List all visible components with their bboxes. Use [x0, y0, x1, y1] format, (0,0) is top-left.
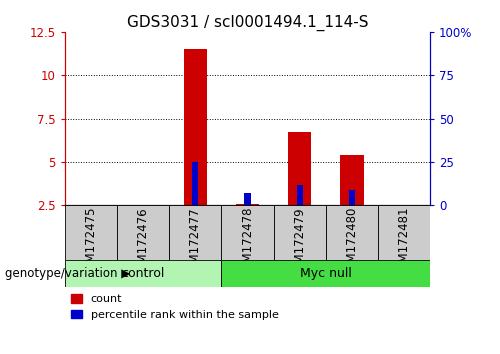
FancyBboxPatch shape	[222, 205, 274, 260]
Title: GDS3031 / scl0001494.1_114-S: GDS3031 / scl0001494.1_114-S	[127, 14, 368, 30]
Text: GSM172477: GSM172477	[189, 207, 202, 279]
FancyBboxPatch shape	[378, 205, 430, 260]
Text: Myc null: Myc null	[300, 267, 352, 280]
FancyBboxPatch shape	[222, 260, 430, 287]
FancyBboxPatch shape	[170, 205, 222, 260]
Text: GSM172476: GSM172476	[136, 207, 149, 279]
Bar	[348, 190, 355, 205]
Bar	[192, 162, 198, 205]
Text: GSM172481: GSM172481	[398, 207, 410, 279]
FancyBboxPatch shape	[326, 205, 378, 260]
Text: GSM172478: GSM172478	[241, 207, 254, 279]
FancyBboxPatch shape	[65, 260, 222, 287]
Text: control: control	[122, 267, 165, 280]
Text: GSM172480: GSM172480	[346, 207, 358, 278]
Bar	[288, 132, 312, 205]
Bar	[184, 49, 207, 205]
Bar	[244, 193, 250, 205]
FancyBboxPatch shape	[117, 205, 170, 260]
Text: genotype/variation ▶: genotype/variation ▶	[5, 267, 130, 280]
FancyBboxPatch shape	[274, 205, 326, 260]
Text: GSM172479: GSM172479	[293, 207, 306, 279]
Bar	[340, 155, 363, 205]
FancyBboxPatch shape	[65, 205, 117, 260]
Bar	[296, 184, 303, 205]
Text: GSM172475: GSM172475	[84, 207, 98, 279]
Legend: count, percentile rank within the sample: count, percentile rank within the sample	[70, 294, 278, 320]
